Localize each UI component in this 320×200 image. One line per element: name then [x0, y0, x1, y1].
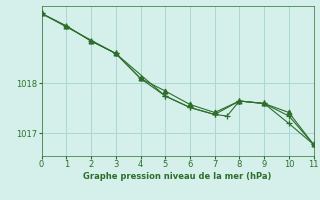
X-axis label: Graphe pression niveau de la mer (hPa): Graphe pression niveau de la mer (hPa) — [84, 172, 272, 181]
